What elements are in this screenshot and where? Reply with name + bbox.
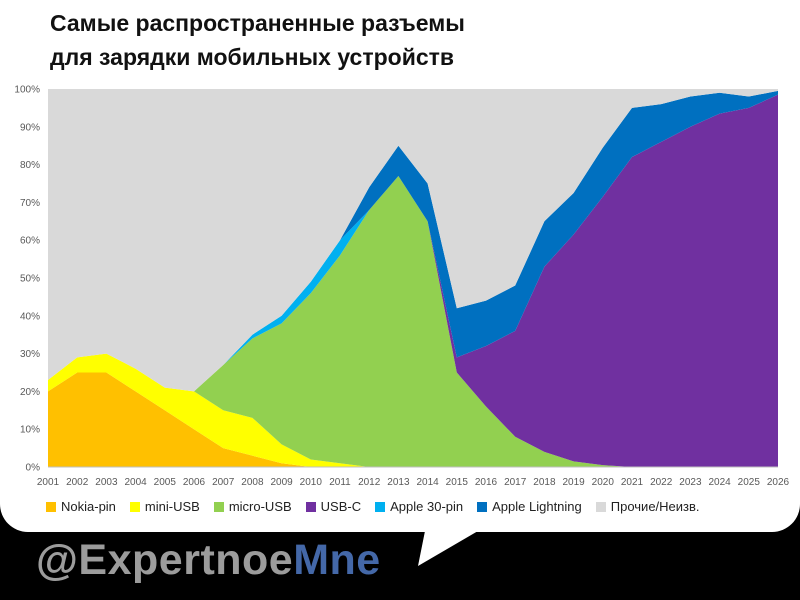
area-series-micro-usb: [48, 175, 778, 467]
legend-item: Apple 30-pin: [375, 499, 463, 514]
y-tick-label: 60%: [20, 236, 40, 247]
x-tick-label: 2017: [504, 477, 527, 488]
y-tick-label: 90%: [20, 122, 40, 133]
x-tick-label: 2008: [241, 477, 264, 488]
x-tick-label: 2018: [533, 477, 556, 488]
area-series-прочие-неизв: [48, 89, 778, 392]
legend-label: Apple Lightning: [492, 499, 582, 514]
speech-bubble-tail-shape: [418, 531, 478, 566]
x-tick-label: 2016: [475, 477, 498, 488]
area-series-nokia-pin: [48, 372, 778, 467]
x-tick-label: 2004: [124, 477, 147, 488]
legend-item: Apple Lightning: [477, 499, 582, 514]
x-tick-label: 2020: [592, 477, 615, 488]
x-tick-label: 2024: [708, 477, 731, 488]
x-tick-label: 2023: [679, 477, 702, 488]
x-tick-label: 2010: [300, 477, 323, 488]
x-tick-label: 2013: [387, 477, 410, 488]
legend-label: Nokia-pin: [61, 499, 116, 514]
area-chart: 0% 10% 20% 30% 40% 50% 60% 70% 80% 90% 100% 2001 200…: [14, 85, 790, 489]
plot-area: [48, 89, 778, 468]
x-tick-label: 2022: [650, 477, 673, 488]
legend-swatch: [305, 501, 316, 512]
legend-swatch: [595, 501, 606, 512]
legend-label: mini-USB: [144, 499, 200, 514]
legend-swatch: [129, 501, 140, 512]
x-tick-label: 2014: [416, 477, 439, 488]
y-tick-label: 40%: [20, 311, 40, 322]
legend-swatch: [375, 501, 386, 512]
y-tick-label: 70%: [20, 198, 40, 209]
x-tick-label: 2015: [446, 477, 469, 488]
y-tick-label: 30%: [20, 349, 40, 360]
y-tick-label: 0%: [26, 463, 41, 474]
watermark: @ExpertnoeMne: [36, 536, 381, 585]
x-tick-label: 2019: [562, 477, 585, 488]
legend-item: mini-USB: [129, 499, 200, 514]
legend-item: Nokia-pin: [46, 499, 116, 514]
x-tick-label: 2025: [738, 477, 761, 488]
legend-swatch: [477, 501, 488, 512]
legend-item: Прочие/Неизв.: [595, 499, 700, 514]
x-tick-label: 2011: [329, 477, 351, 488]
y-tick-label: 100%: [14, 85, 40, 96]
area-series-usb-c: [48, 94, 778, 468]
legend-swatch: [213, 501, 224, 512]
chart-card: Самые распространенные разъемы для заряд…: [0, 0, 800, 532]
legend-item: USB-C: [305, 499, 362, 514]
y-tick-label: 80%: [20, 160, 40, 171]
watermark-suffix: Mne: [293, 536, 381, 584]
x-tick-label: 2012: [358, 477, 381, 488]
x-tick-label: 2007: [212, 477, 235, 488]
legend-label: micro-USB: [228, 499, 292, 514]
watermark-prefix: @Expertnoe: [36, 536, 294, 584]
area-series-apple-lightning: [48, 90, 778, 392]
x-tick-label: 2001: [37, 477, 60, 488]
x-tick-label: 2009: [270, 477, 293, 488]
y-tick-label: 20%: [20, 387, 40, 398]
legend-swatch: [46, 501, 56, 512]
area-series-mini-usb: [48, 353, 778, 467]
x-tick-label: 2021: [621, 477, 644, 488]
x-tick-label: 2005: [154, 477, 177, 488]
y-tick-label: 50%: [20, 274, 40, 285]
x-tick-label: 2006: [183, 477, 206, 488]
chart-title-line1: Самые распространенные разъемы: [50, 10, 465, 36]
chart-legend: Nokia-pin mini-USB micro-USB USB-C Apple 30-…: [46, 499, 700, 514]
legend-label: USB-C: [320, 499, 362, 514]
legend-label: Apple 30-pin: [390, 499, 464, 514]
y-tick-label: 10%: [20, 425, 40, 436]
legend-item: micro-USB: [213, 499, 292, 514]
x-tick-label: 2003: [95, 477, 118, 488]
chart-title-line2: для зарядки мобильных устройств: [50, 44, 455, 70]
x-tick-label: 2002: [66, 477, 89, 488]
legend-label: Прочие/Неизв.: [610, 499, 700, 514]
x-tick-label: 2026: [767, 477, 790, 488]
